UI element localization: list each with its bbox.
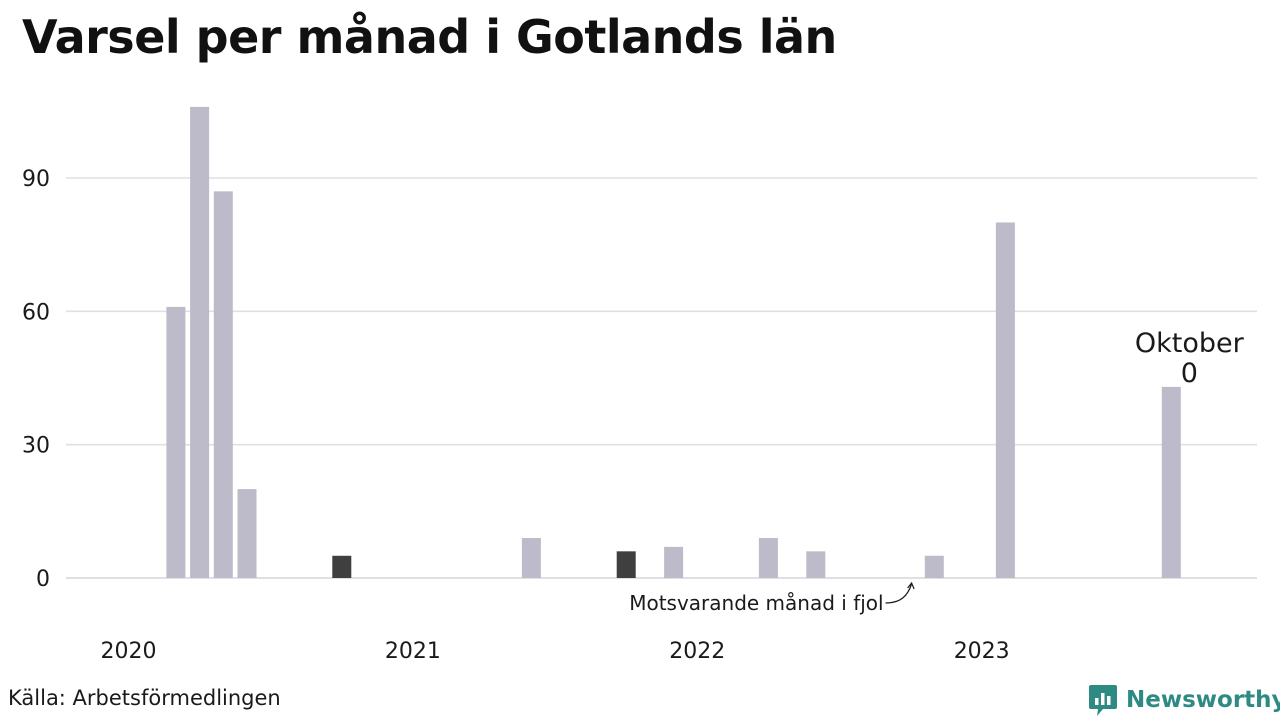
newsworthy-logo-icon — [1089, 685, 1117, 716]
bar — [924, 555, 944, 578]
bar — [806, 551, 826, 578]
x-tick-label: 2022 — [669, 639, 725, 664]
y-tick-label: 0 — [36, 567, 50, 592]
x-tick-label: 2023 — [954, 639, 1010, 664]
bar-highlight — [332, 555, 352, 578]
brand-name: Newsworthy — [1126, 687, 1280, 713]
source-label: Källa: Arbetsförmedlingen — [8, 686, 281, 710]
y-tick-label: 60 — [22, 300, 50, 325]
bar — [237, 489, 257, 578]
brand-logo[interactable]: Newsworthy — [1088, 682, 1280, 718]
bar — [166, 306, 186, 578]
bar — [995, 222, 1015, 578]
bar — [521, 538, 541, 578]
bar — [1161, 386, 1181, 578]
bar-highlight — [616, 551, 636, 578]
annotation-arrowhead — [907, 581, 915, 590]
last-month-value: 0 — [1181, 358, 1198, 389]
y-tick-label: 30 — [22, 434, 50, 459]
bar — [190, 106, 210, 578]
bar — [664, 546, 684, 578]
bar — [213, 191, 233, 579]
y-tick-label: 90 — [22, 167, 50, 192]
x-tick-label: 2021 — [385, 639, 441, 664]
chart-title: Varsel per månad i Gotlands län — [22, 10, 837, 64]
bars-layer — [166, 106, 1181, 579]
x-tick-label: 2020 — [101, 639, 157, 664]
bar — [758, 538, 778, 578]
last-month-name: Oktober — [1135, 328, 1245, 359]
grid-layer — [66, 177, 1257, 579]
annotation-arrow — [885, 583, 913, 604]
annotation-text: Motsvarande månad i fjol — [629, 591, 883, 615]
